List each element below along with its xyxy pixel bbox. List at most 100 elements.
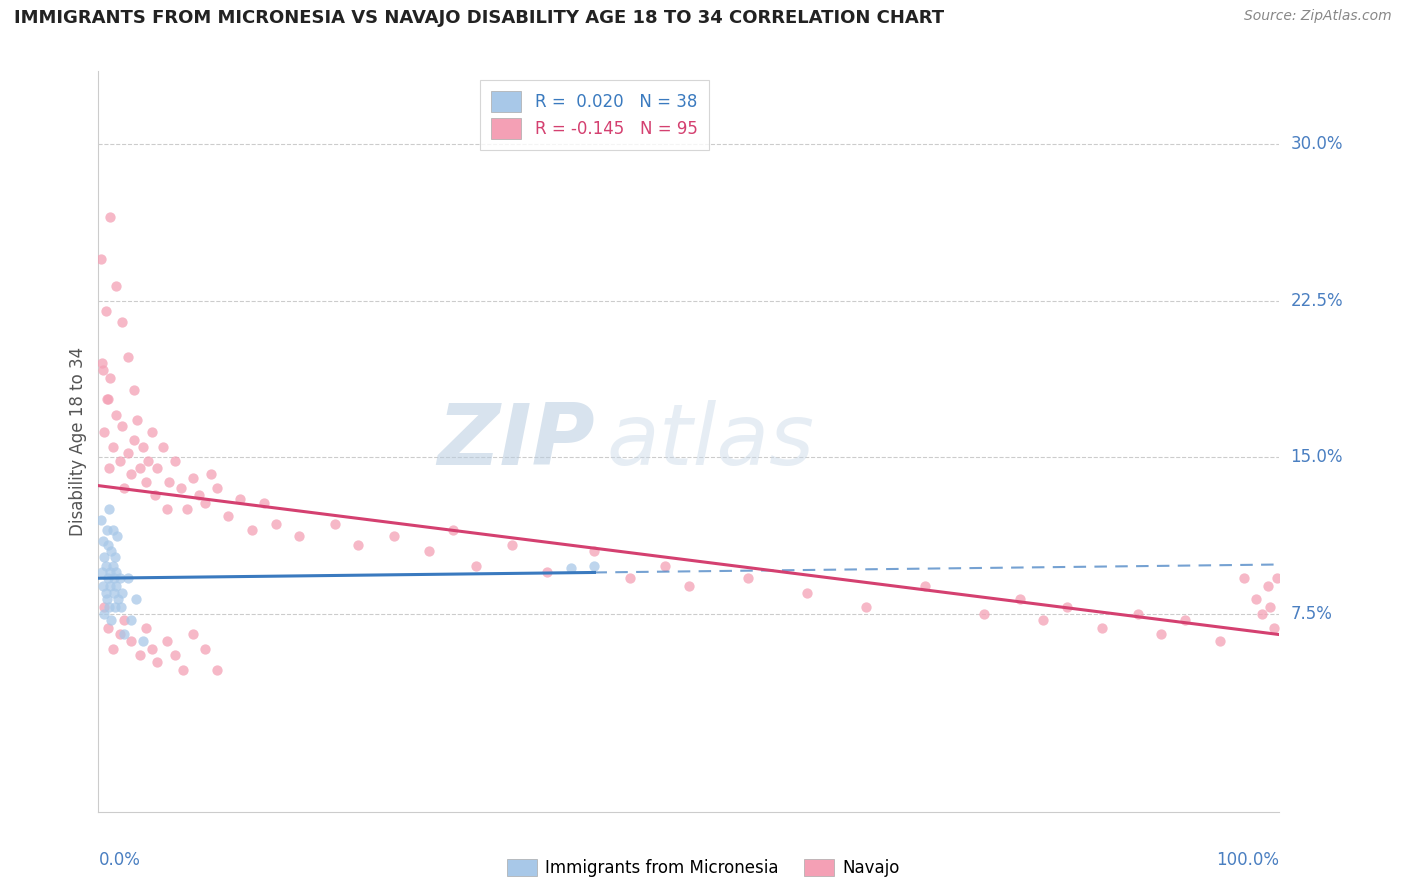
Point [103, 586, 125, 600]
Point [1209, 633, 1232, 648]
Point [107, 592, 129, 607]
Point [1056, 600, 1078, 615]
Text: 22.5%: 22.5% [1291, 292, 1343, 310]
Text: 100.0%: 100.0% [1216, 851, 1279, 869]
Point [678, 579, 700, 593]
Point [98, 579, 121, 593]
Point [141, 642, 163, 657]
Point [112, 613, 135, 627]
Point [101, 440, 124, 454]
Point [264, 516, 287, 531]
Point [98, 371, 121, 385]
Point [560, 560, 582, 574]
Point [96, 392, 118, 406]
Point [128, 460, 150, 475]
Point [135, 621, 157, 635]
Point [117, 350, 139, 364]
Point [97, 538, 120, 552]
Point [583, 544, 606, 558]
Point [1091, 621, 1114, 635]
Point [141, 425, 163, 439]
Point [108, 454, 131, 468]
Point [98, 600, 121, 615]
Point [104, 600, 127, 615]
Point [97, 621, 120, 635]
Point [1233, 571, 1256, 585]
Point [98, 460, 121, 475]
Point [105, 579, 128, 593]
Point [1150, 627, 1173, 641]
Point [229, 491, 252, 506]
Point [91, 565, 114, 579]
Point [108, 571, 131, 585]
Point [253, 496, 276, 510]
Point [194, 642, 217, 657]
Y-axis label: Disability Age 18 to 34: Disability Age 18 to 34 [69, 347, 87, 536]
Point [96, 523, 118, 537]
Legend: Immigrants from Micronesia, Navajo: Immigrants from Micronesia, Navajo [501, 852, 905, 884]
Point [93, 550, 115, 565]
Point [97, 392, 120, 406]
Point [418, 544, 440, 558]
Point [101, 523, 124, 537]
Point [1244, 592, 1267, 607]
Text: 7.5%: 7.5% [1291, 605, 1333, 623]
Point [737, 571, 759, 585]
Text: 15.0%: 15.0% [1291, 448, 1343, 467]
Text: ZIP: ZIP [437, 400, 595, 483]
Point [96, 592, 118, 607]
Point [93, 425, 115, 439]
Point [1263, 621, 1285, 635]
Point [100, 544, 122, 558]
Legend: R =  0.020   N = 38, R = -0.145   N = 95: R = 0.020 N = 38, R = -0.145 N = 95 [479, 79, 709, 151]
Point [156, 633, 179, 648]
Text: IMMIGRANTS FROM MICRONESIA VS NAVAJO DISABILITY AGE 18 TO 34 CORRELATION CHART: IMMIGRANTS FROM MICRONESIA VS NAVAJO DIS… [14, 9, 945, 27]
Point [108, 627, 131, 641]
Point [1250, 607, 1272, 621]
Point [441, 523, 464, 537]
Point [323, 516, 346, 531]
Point [111, 315, 134, 329]
Point [90, 252, 112, 266]
Point [98, 565, 121, 579]
Point [117, 571, 139, 585]
Point [132, 440, 155, 454]
Point [501, 538, 523, 552]
Point [91, 533, 114, 548]
Point [156, 502, 179, 516]
Point [1008, 592, 1031, 607]
Point [146, 460, 169, 475]
Point [146, 655, 169, 669]
Point [181, 471, 204, 485]
Point [973, 607, 995, 621]
Point [101, 642, 124, 657]
Point [94, 558, 117, 573]
Point [1032, 613, 1054, 627]
Point [98, 502, 121, 516]
Point [187, 488, 209, 502]
Point [110, 600, 132, 615]
Point [94, 586, 117, 600]
Point [382, 529, 405, 543]
Point [111, 418, 134, 433]
Point [128, 648, 150, 663]
Point [176, 502, 198, 516]
Point [97, 571, 120, 585]
Point [217, 508, 239, 523]
Point [194, 496, 217, 510]
Point [98, 211, 121, 225]
Point [1257, 579, 1279, 593]
Point [135, 475, 157, 490]
Point [465, 558, 488, 573]
Point [121, 633, 143, 648]
Point [105, 279, 128, 293]
Point [152, 440, 174, 454]
Point [1258, 600, 1281, 615]
Point [172, 663, 194, 677]
Point [127, 412, 149, 426]
Point [583, 558, 606, 573]
Point [536, 565, 558, 579]
Text: 30.0%: 30.0% [1291, 136, 1343, 153]
Point [205, 482, 228, 496]
Point [94, 304, 117, 318]
